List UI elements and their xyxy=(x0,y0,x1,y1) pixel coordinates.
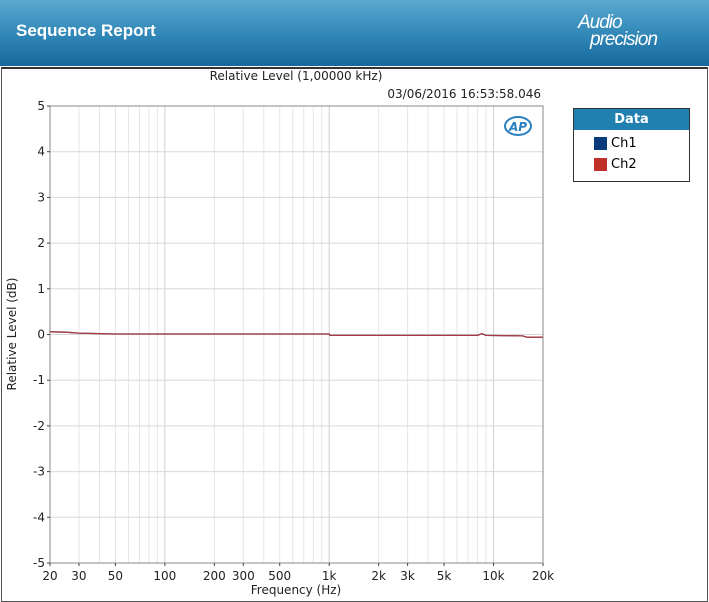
x-axis-label: Frequency (Hz) xyxy=(251,583,342,597)
y-axis-label: Relative Level (dB) xyxy=(5,278,19,391)
y-tick-label: -2 xyxy=(33,419,45,433)
y-tick-label: -4 xyxy=(33,510,45,524)
x-tick-label: 50 xyxy=(108,569,123,583)
x-tick-label: 200 xyxy=(203,569,226,583)
chart-timestamp: 03/06/2016 16:53:58.046 xyxy=(387,87,541,101)
ap-logo-icon: AP xyxy=(504,116,532,136)
x-tick-label: 20 xyxy=(42,569,57,583)
y-tick-label: 3 xyxy=(37,190,45,204)
x-tick-label: 100 xyxy=(153,569,176,583)
y-tick-label: 1 xyxy=(37,282,45,296)
legend-item-ch1[interactable]: Ch1 xyxy=(594,136,689,151)
y-tick-label: 0 xyxy=(37,328,45,342)
x-tick-label: 30 xyxy=(71,569,86,583)
legend: Data Ch1 Ch2 xyxy=(573,108,690,182)
x-tick-label: 3k xyxy=(400,569,415,583)
series-line-ch2 xyxy=(49,331,543,338)
y-tick-label: 4 xyxy=(37,145,45,159)
x-tick-label: 300 xyxy=(232,569,255,583)
legend-title: Data xyxy=(574,109,689,130)
y-tick-label: -3 xyxy=(33,465,45,479)
y-tick-label: -1 xyxy=(33,373,45,387)
y-tick-label: -5 xyxy=(33,556,45,570)
svg-text:AP: AP xyxy=(508,120,527,134)
x-tick-label: 1k xyxy=(322,569,337,583)
x-tick-label: 10k xyxy=(482,569,504,583)
y-tick-label: 2 xyxy=(37,236,45,250)
legend-item-ch2[interactable]: Ch2 xyxy=(594,157,689,172)
x-tick-label: 2k xyxy=(371,569,386,583)
x-tick-label: 20k xyxy=(532,569,554,583)
report-title: Sequence Report xyxy=(16,21,156,40)
ch1-swatch xyxy=(594,137,607,150)
audio-precision-logo: Audio precision xyxy=(578,12,658,50)
x-tick-label: 500 xyxy=(268,569,291,583)
x-tick-label: 5k xyxy=(437,569,452,583)
ch2-swatch xyxy=(594,158,607,171)
y-tick-label: 5 xyxy=(37,99,45,113)
report-header: Sequence Report Audio precision xyxy=(0,0,709,66)
chart-title: Relative Level (1,00000 kHz) xyxy=(210,69,383,83)
